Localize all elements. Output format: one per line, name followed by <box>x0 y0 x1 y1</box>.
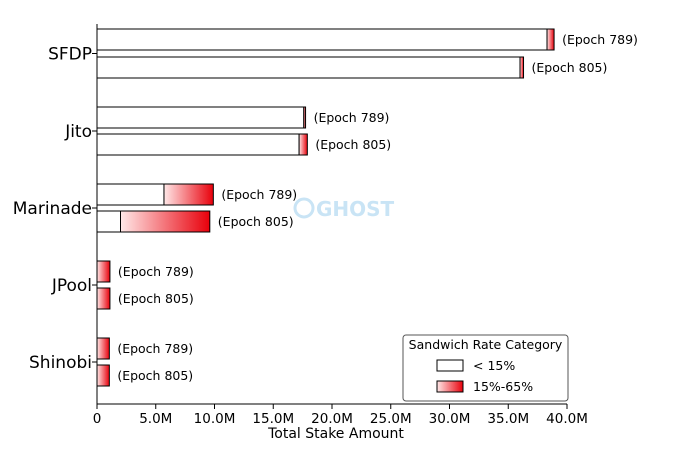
bar-sfdp-epoch-789-low <box>96 28 548 51</box>
x-tick-label-7: 35.0M <box>487 411 529 427</box>
category-label-jpool: JPool <box>51 276 92 296</box>
bar-label-marinade-epoch-789: (Epoch 789) <box>221 187 297 202</box>
bar-label-sfdp-epoch-805: (Epoch 805) <box>532 60 608 75</box>
x-tick-label-2: 10.0M <box>194 411 236 427</box>
bar-shinobi-epoch-789-high <box>96 337 110 360</box>
legend-swatch-high <box>436 380 464 393</box>
bar-sfdp-epoch-789-high <box>546 28 555 51</box>
bar-label-shinobi-epoch-789: (Epoch 789) <box>117 341 193 356</box>
bar-marinade-epoch-805-low <box>96 210 121 233</box>
category-label-marinade: Marinade <box>13 199 92 219</box>
bar-marinade-epoch-805-high <box>120 210 211 233</box>
legend-title: Sandwich Rate Category <box>409 337 563 352</box>
x-axis-title: Total Stake Amount <box>267 426 404 442</box>
bar-marinade-epoch-789-low <box>96 183 165 206</box>
bar-label-sfdp-epoch-789: (Epoch 789) <box>562 32 638 47</box>
bar-labels-layer: (Epoch 789) (Epoch 805) (Epoch 789) (Epoch … <box>117 32 638 383</box>
bar-label-jpool-epoch-789: (Epoch 789) <box>118 264 194 279</box>
bar-jito-epoch-805-low <box>96 133 300 156</box>
x-tick-label-1: 5.0M <box>139 411 172 427</box>
x-tick-label-0: 0 <box>93 411 102 427</box>
bar-label-shinobi-epoch-805: (Epoch 805) <box>117 368 193 383</box>
bar-label-jito-epoch-805: (Epoch 805) <box>315 137 391 152</box>
x-tick-label-4: 20.0M <box>311 411 353 427</box>
bar-label-marinade-epoch-805: (Epoch 805) <box>218 214 294 229</box>
legend-label-high: 15%-65% <box>473 379 533 394</box>
bar-jito-epoch-789-low <box>96 106 305 129</box>
bar-label-jpool-epoch-805: (Epoch 805) <box>118 291 194 306</box>
watermark: GHOST <box>293 197 395 221</box>
bar-jito-epoch-789-high <box>303 106 307 129</box>
bar-jito-epoch-805-high <box>298 133 308 156</box>
bar-label-jito-epoch-789: (Epoch 789) <box>314 110 390 125</box>
bar-jpool-epoch-805-high <box>96 287 111 310</box>
bar-shinobi-epoch-805-high <box>96 364 110 387</box>
category-label-sfdp: SFDP <box>48 45 92 65</box>
legend-swatch-low <box>436 359 464 372</box>
watermark-logo-icon <box>293 197 315 219</box>
bar-marinade-epoch-789-high <box>163 183 214 206</box>
bar-sfdp-epoch-805-high <box>519 56 525 79</box>
category-labels-layer: SFDP Jito Marinade JPool Shinobi <box>13 45 97 373</box>
x-tick-label-5: 25.0M <box>370 411 412 427</box>
legend: Sandwich Rate Category < 15% 15%-65% <box>402 334 569 402</box>
x-tick-label-3: 15.0M <box>252 411 294 427</box>
x-tick-label-8: 40.0M <box>546 411 588 427</box>
bar-sfdp-epoch-805-low <box>96 56 521 79</box>
category-label-jito: Jito <box>64 122 92 142</box>
watermark-text: GHOST <box>316 197 395 221</box>
x-axis: 0 5.0M 10.0M 15.0M 20.0M 25.0M 30.0M 35.0M 40.0M <box>93 403 588 427</box>
bar-jpool-epoch-789-high <box>96 260 111 283</box>
category-label-shinobi: Shinobi <box>29 353 92 373</box>
x-tick-label-6: 30.0M <box>429 411 471 427</box>
legend-label-low: < 15% <box>473 358 515 373</box>
